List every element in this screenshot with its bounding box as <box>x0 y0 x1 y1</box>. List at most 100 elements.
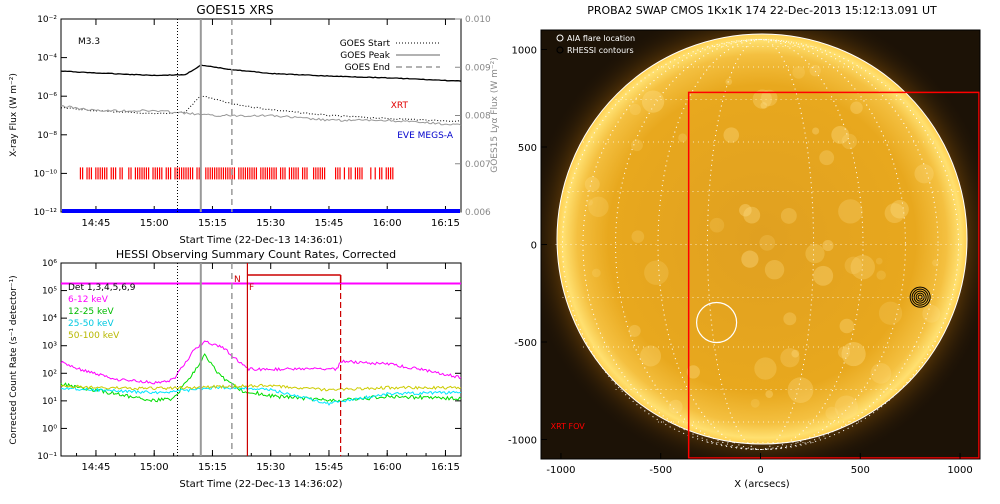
active-region-blob <box>754 357 776 379</box>
active-region-blob <box>788 377 814 403</box>
active-region-blob <box>805 244 824 263</box>
goes-class-label: M3.3 <box>78 37 100 47</box>
legend-aia: AIA flare location <box>567 34 635 43</box>
swap-y-tick-label: -500 <box>514 338 537 349</box>
legend-12-25: 12-25 keV <box>68 307 114 317</box>
goes-y-tick-label: 10⁻⁶ <box>37 92 57 102</box>
hessi-x-tick-label: 14:45 <box>82 462 111 473</box>
hessi-y-tick-label: 10⁶ <box>42 259 57 269</box>
hessi-x-tick-label: 15:30 <box>256 462 285 473</box>
legend-25-50: 25-50 keV <box>68 319 114 329</box>
eve-label: EVE MEGS-A <box>397 131 454 141</box>
rate-12-25-line <box>61 354 461 402</box>
legend-det: Det 1,3,4,5,6,9 <box>68 283 136 293</box>
hessi-x-tick-label: 15:15 <box>198 462 227 473</box>
swap-x-tick-label: -1000 <box>546 465 575 476</box>
active-region-blob <box>838 199 862 223</box>
swap-title: PROBA2 SWAP CMOS 1Kx1K 174 22-Dec-2013 1… <box>587 4 937 17</box>
hessi-y-tick-label: 10⁻¹ <box>37 452 57 462</box>
active-region-blob <box>822 240 833 251</box>
active-region-blob <box>885 203 905 223</box>
active-region-blob <box>813 266 833 286</box>
swap-panel: PROBA2 SWAP CMOS 1Kx1K 174 22-Dec-2013 1… <box>508 1 1000 490</box>
active-region-blob <box>810 65 821 76</box>
xrt-label: XRT <box>391 101 409 111</box>
goes-y-tick-label: 10⁻¹⁰ <box>34 169 58 179</box>
goes-right-tick-label: 0.006 <box>465 208 491 218</box>
active-region-blob <box>765 390 773 398</box>
goes-y-tick-label: 10⁻⁴ <box>37 54 57 64</box>
active-region-blob <box>592 269 601 278</box>
hessi-y-tick-label: 10⁵ <box>42 287 57 297</box>
active-region-blob <box>642 90 664 112</box>
active-region-blob <box>876 258 883 265</box>
goes-coverage <box>62 167 460 213</box>
goes-x-tick-label: 15:15 <box>198 218 227 229</box>
hessi-y-tick-label: 10² <box>42 369 57 379</box>
swap-y-tick-label: 500 <box>518 143 537 154</box>
swap-xlabel: X (arcsecs) <box>734 479 790 490</box>
swap-x-tick-label: 1000 <box>947 465 972 476</box>
active-region-blob <box>842 342 866 366</box>
goes-x-tick-label: 14:45 <box>82 218 111 229</box>
goes-legend: GOES Start GOES Peak GOES End <box>340 39 440 73</box>
legend-goes-start: GOES Start <box>340 39 391 49</box>
goes-y-tick-label: 10⁻¹² <box>34 208 58 218</box>
goes-right-tick-label: 0.008 <box>465 112 491 122</box>
active-region-blob <box>792 66 805 79</box>
goes-x-tick-label: 16:00 <box>373 218 402 229</box>
goes-x-tick-label: 16:15 <box>431 218 460 229</box>
xrt-fov-label: XRT FOV <box>551 422 586 431</box>
hessi-legend: Det 1,3,4,5,6,9 6-12 keV 12-25 keV 25-50… <box>68 283 136 341</box>
active-region-blob <box>678 133 687 142</box>
hessi-x-tick-label: 16:15 <box>431 462 460 473</box>
swap-y-tick-label: 0 <box>531 241 537 252</box>
legend-6-12: 6-12 keV <box>68 295 109 305</box>
active-region-blob <box>831 126 849 144</box>
swap-x-tick-label: -500 <box>649 465 672 476</box>
goes-xlabel: Start Time (22-Dec-13 14:36:01) <box>179 235 342 246</box>
goes-title: GOES15 XRS <box>196 3 273 17</box>
legend-50-100: 50-100 keV <box>68 331 120 341</box>
hessi-title: HESSI Observing Summary Count Rates, Cor… <box>116 248 396 261</box>
active-region-blob <box>631 139 643 151</box>
goes-x-tick-label: 15:45 <box>315 218 344 229</box>
swap-image: XRT FOV <box>524 1 1000 477</box>
hessi-y-tick-label: 10³ <box>42 342 57 352</box>
active-region-blob <box>630 104 641 115</box>
active-region-blob <box>640 345 661 366</box>
active-region-blob <box>825 407 838 420</box>
active-region-blob <box>840 319 855 334</box>
rate-6-12-line <box>61 341 461 384</box>
hessi-x-tick-label: 16:00 <box>373 462 402 473</box>
goes-ylabel: X-ray Flux (W m⁻²) <box>9 73 19 157</box>
active-region-blob <box>765 260 784 279</box>
hessi-x-tick-label: 15:45 <box>315 462 344 473</box>
hessi-xlabel: Start Time (22-Dec-13 14:36:02) <box>179 479 342 490</box>
active-region-blob <box>759 235 775 251</box>
active-region-blob <box>723 127 739 143</box>
legend-goes-peak: GOES Peak <box>340 51 390 61</box>
active-region-blob <box>879 302 902 325</box>
swap-x-tick-label: 0 <box>757 465 763 476</box>
active-region-blob <box>741 251 758 268</box>
goes-right-tick-label: 0.009 <box>465 63 491 73</box>
active-region-blob <box>914 164 933 183</box>
active-region-blob <box>922 305 940 323</box>
goes-series <box>61 65 461 125</box>
flare-flag-f: F <box>249 283 254 293</box>
active-region-blob <box>851 255 875 279</box>
goes-x-tick-label: 15:00 <box>140 218 169 229</box>
legend-rhessi: RHESSI contours <box>567 46 634 55</box>
hessi-y-tick-label: 10⁴ <box>42 314 57 324</box>
active-region-blob <box>751 399 760 408</box>
active-region-blob <box>819 150 834 165</box>
goes-y-tick-label: 10⁻⁸ <box>37 131 57 141</box>
hessi-y-tick-label: 10¹ <box>42 397 57 407</box>
